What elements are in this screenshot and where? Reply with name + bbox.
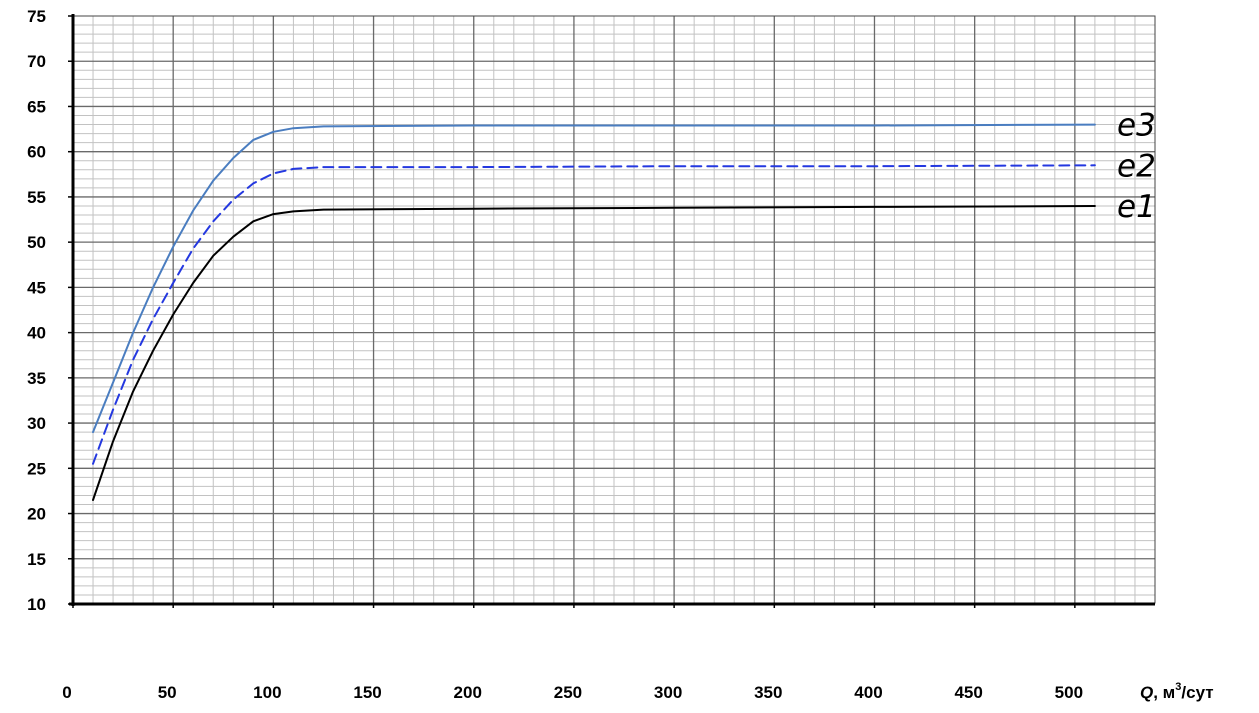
x-tick-label: 150 (353, 683, 381, 702)
y-tick-label: 40 (27, 324, 46, 343)
series-lines (92, 123, 1096, 501)
x-tick-label: 300 (654, 683, 682, 702)
series-labels: e3 e2 e1 (1117, 108, 1156, 225)
y-tick-label: 55 (27, 188, 46, 207)
y-tick-label: 75 (27, 7, 46, 26)
y-tick-labels: 10 15 20 25 30 35 40 45 50 55 60 65 70 75 (27, 7, 73, 614)
x-tick-label: 400 (854, 683, 882, 702)
y-tick-label: 35 (27, 369, 46, 388)
series-line-e2 (92, 164, 1096, 465)
series-label-e3: e3 (1117, 108, 1156, 144)
series-label-e1: e1 (1117, 189, 1156, 225)
y-tick-label: 60 (27, 143, 46, 162)
series-line-e3 (92, 123, 1096, 434)
x-axis-label: Q, м3/сут (1140, 681, 1214, 702)
y-tick-label: 70 (27, 52, 46, 71)
y-tick-label: 30 (27, 414, 46, 433)
x-tick-label: 450 (954, 683, 982, 702)
x-axis-label-unit-sup: 3 (1175, 681, 1181, 693)
x-tick-label: 100 (253, 683, 281, 702)
x-tick-label: 200 (454, 683, 482, 702)
y-tick-label: 15 (27, 550, 46, 569)
x-tick-label: 50 (158, 683, 177, 702)
series-line-e1 (92, 205, 1096, 501)
x-axis-label-unit-post: /сут (1181, 683, 1213, 702)
x-axis-label-unit-pre: , м (1153, 683, 1175, 702)
grid-major (73, 16, 1155, 604)
x-tick-label: 0 (62, 683, 71, 702)
x-tick-label: 250 (554, 683, 582, 702)
x-tick-labels: 0 50 100 150 200 250 300 350 400 450 500 (62, 604, 1083, 702)
x-axis-label-var: Q (1140, 683, 1153, 702)
y-tick-label: 20 (27, 505, 46, 524)
x-tick-label: 500 (1055, 683, 1083, 702)
series-label-e2: e2 (1117, 148, 1156, 184)
y-tick-label: 25 (27, 459, 46, 478)
plot-area (72, 15, 1156, 604)
y-tick-label: 45 (27, 278, 46, 297)
x-tick-label: 350 (754, 683, 782, 702)
y-tick-label: 50 (27, 233, 46, 252)
y-tick-label: 10 (27, 595, 46, 614)
y-tick-label: 65 (27, 97, 46, 116)
